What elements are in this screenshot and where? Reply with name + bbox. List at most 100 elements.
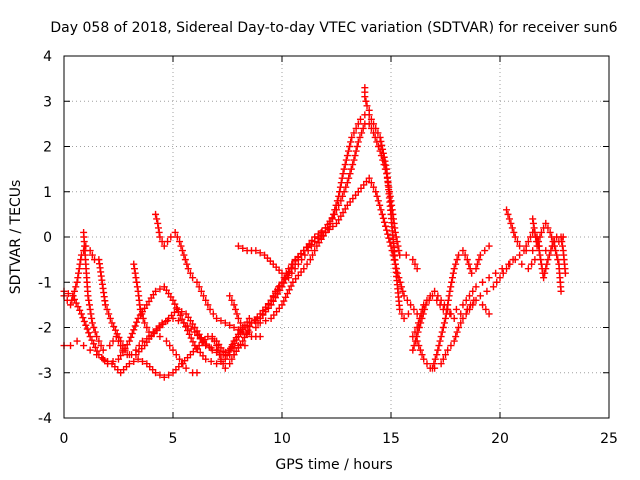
data-point — [80, 317, 88, 325]
x-tick-label: 0 — [60, 431, 69, 447]
data-point — [450, 314, 458, 322]
data-point — [133, 278, 141, 286]
data-point — [365, 106, 373, 114]
data-point — [535, 238, 543, 246]
data-point — [493, 278, 501, 286]
data-point — [322, 224, 330, 232]
x-axis-label: GPS time / hours — [275, 457, 392, 473]
data-point — [459, 247, 467, 255]
data-point — [262, 305, 270, 313]
x-tick-label: 5 — [169, 431, 178, 447]
data-point — [552, 247, 560, 255]
data-point — [265, 301, 273, 309]
data-point — [173, 304, 181, 312]
data-point — [558, 238, 566, 246]
data-point — [301, 251, 309, 259]
axis-ticks: 0 5 10 15 20 25 -4 -3 -2 -1 0 1 2 3 4 — [38, 49, 618, 447]
data-point — [473, 260, 481, 268]
data-point — [93, 351, 101, 359]
data-point — [85, 329, 93, 337]
data-point — [385, 183, 393, 191]
data-point — [226, 346, 234, 354]
data-point — [338, 174, 346, 182]
data-point — [444, 301, 452, 309]
data-point — [344, 147, 352, 155]
data-point — [208, 333, 216, 341]
data-point — [398, 310, 406, 318]
data-point — [70, 295, 78, 303]
data-point — [386, 238, 394, 246]
data-point — [130, 260, 138, 268]
data-point — [431, 287, 439, 295]
data-point — [73, 337, 81, 345]
data-point — [516, 251, 524, 259]
data-point — [370, 183, 378, 191]
series-track-o — [208, 333, 238, 372]
data-point — [356, 115, 364, 123]
data-point — [75, 269, 83, 277]
data-point — [254, 319, 262, 327]
data-point — [88, 314, 96, 322]
data-point — [363, 102, 371, 110]
data-point — [77, 310, 85, 318]
data-point — [125, 351, 133, 359]
data-point — [437, 360, 445, 368]
data-point — [422, 301, 430, 309]
data-point — [465, 292, 473, 300]
data-point — [325, 225, 333, 233]
data-point — [528, 260, 536, 268]
data-point — [399, 287, 407, 295]
data-point — [197, 287, 205, 295]
data-point — [430, 360, 438, 368]
data-point — [537, 228, 545, 236]
data-point — [230, 301, 238, 309]
data-point — [80, 342, 88, 350]
data-point — [549, 238, 557, 246]
data-point — [216, 351, 224, 359]
data-point — [130, 326, 138, 334]
data-point — [207, 357, 215, 365]
data-point — [524, 238, 532, 246]
data-point — [463, 256, 471, 264]
data-point — [386, 188, 394, 196]
data-point — [226, 292, 234, 300]
data-point — [333, 206, 340, 214]
data-point — [448, 274, 456, 282]
data-point — [510, 228, 518, 236]
data-point — [262, 317, 270, 325]
data-point — [138, 310, 146, 318]
data-point — [210, 337, 218, 345]
data-point — [358, 129, 366, 137]
data-point — [156, 371, 164, 379]
data-point — [87, 310, 95, 318]
data-point — [330, 210, 338, 218]
data-point — [384, 230, 392, 238]
data-point — [189, 274, 197, 282]
data-point — [365, 174, 373, 182]
data-point — [496, 274, 504, 282]
data-point — [419, 310, 427, 318]
data-point — [374, 197, 382, 205]
data-point — [445, 292, 453, 300]
data-point — [462, 310, 470, 318]
data-point — [373, 138, 381, 146]
data-point — [472, 296, 480, 304]
data-point — [219, 360, 227, 368]
data-point — [187, 325, 195, 333]
data-point — [186, 269, 194, 277]
data-point — [136, 305, 144, 313]
data-point — [245, 328, 253, 336]
data-point — [461, 251, 469, 259]
data-point — [537, 256, 545, 264]
y-tick-label: 1 — [43, 185, 52, 201]
data-point — [417, 319, 425, 327]
data-point — [228, 355, 236, 363]
series-track-d — [80, 228, 249, 359]
data-point — [544, 224, 552, 232]
data-point — [103, 305, 111, 313]
data-point — [256, 249, 264, 257]
y-tick-label: -3 — [38, 366, 52, 382]
data-point — [256, 314, 264, 322]
data-point — [133, 318, 141, 326]
data-point — [475, 256, 483, 264]
